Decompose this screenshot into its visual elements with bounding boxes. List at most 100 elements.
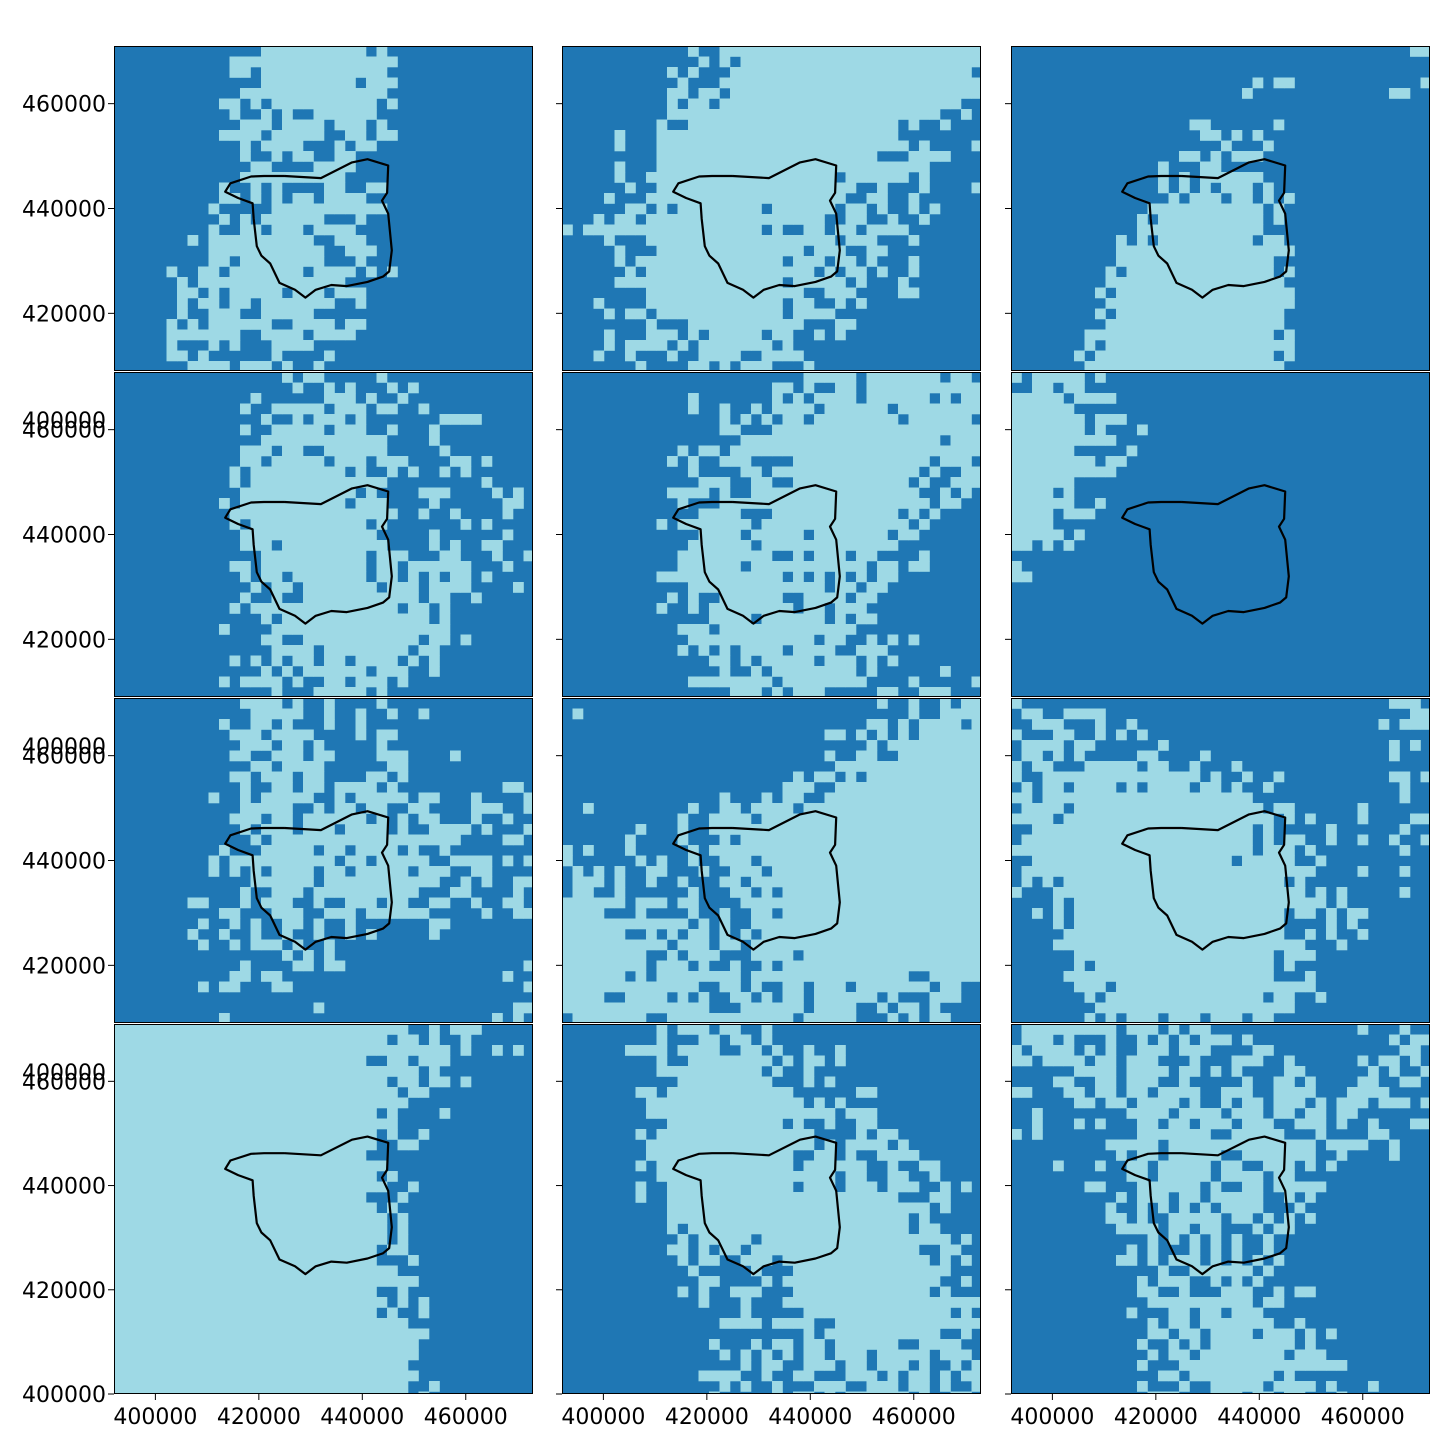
raster-cell-light <box>730 109 741 120</box>
raster-cell-light <box>908 151 920 162</box>
raster-cell-light <box>1305 981 1316 993</box>
raster-cell-light <box>583 876 594 888</box>
raster-cell-light <box>887 382 899 394</box>
raster-cell-light <box>625 214 636 225</box>
raster-cell-light <box>908 676 920 688</box>
raster-cell-light <box>397 1223 409 1235</box>
raster-cell-light <box>1021 750 1033 762</box>
raster-cell-light <box>1305 897 1316 909</box>
raster-cell-light <box>1420 719 1430 730</box>
raster-cell-light <box>1231 329 1243 341</box>
raster-cell-light <box>1168 824 1180 835</box>
raster-cell-light <box>667 182 678 194</box>
raster-cell-light <box>324 655 335 667</box>
raster-cell-light <box>1252 1013 1264 1023</box>
raster-cell-light <box>730 256 741 267</box>
district-boundary <box>1121 484 1290 625</box>
raster-cell-light <box>950 403 962 415</box>
raster-cell-light <box>866 372 878 383</box>
raster-cell-light <box>803 876 815 888</box>
raster-cell-light <box>418 855 430 867</box>
raster-cell-light <box>114 1150 125 1161</box>
raster-cell-light <box>1147 750 1159 762</box>
raster-cell-light <box>376 1160 388 1172</box>
raster-cell-light <box>772 897 783 909</box>
raster-cell-light <box>1084 950 1096 961</box>
raster-cell-light <box>1084 824 1096 835</box>
raster-cell-light <box>730 960 741 972</box>
raster-cell-light <box>1084 792 1096 804</box>
raster-cell-light <box>1137 235 1148 246</box>
raster-cell-light <box>824 561 836 572</box>
raster-cell-light <box>345 887 356 898</box>
raster-cell-light <box>1221 203 1232 215</box>
raster-cell-light <box>730 529 741 541</box>
raster-cell-light <box>292 845 304 856</box>
raster-cell-light <box>877 119 888 131</box>
raster-cell-light <box>366 834 377 846</box>
raster-cell-light <box>950 813 962 825</box>
raster-cell-light <box>1273 77 1285 89</box>
raster-cell-light <box>376 855 388 867</box>
raster-cell-light <box>282 266 293 278</box>
raster-cell-light <box>961 740 972 751</box>
raster-cell-light <box>250 445 262 457</box>
raster-cell-light <box>751 98 762 110</box>
raster-cell-light <box>1063 424 1075 436</box>
raster-cell-light <box>334 876 346 888</box>
raster-cell-light <box>1084 929 1096 940</box>
raster-cell-light <box>387 792 398 804</box>
raster-cell-light <box>397 1213 409 1224</box>
raster-cell-light <box>313 1002 325 1014</box>
raster-cell-light <box>355 287 367 299</box>
raster-cell-light <box>761 571 773 583</box>
raster-cell-light <box>845 866 857 877</box>
raster-cell-light <box>845 803 857 814</box>
raster-cell-light <box>877 56 888 68</box>
raster-cell-light <box>334 845 346 856</box>
raster-cell-light <box>698 676 710 688</box>
raster-cell-light <box>562 950 573 961</box>
raster-cell-light <box>1158 929 1169 940</box>
raster-cell-light <box>166 340 178 351</box>
raster-cell-light <box>324 1097 335 1109</box>
raster-cell-light <box>166 1192 178 1203</box>
raster-cell-light <box>887 876 899 888</box>
raster-cell-light <box>387 1202 398 1214</box>
raster-cell-light <box>292 792 304 804</box>
raster-cell-light <box>1242 329 1253 341</box>
raster-cell-light <box>583 887 594 898</box>
raster-cell-light <box>1200 329 1211 341</box>
raster-cell-light <box>845 109 857 120</box>
raster-cell-light <box>355 319 367 330</box>
raster-cell-light <box>145 1150 157 1161</box>
raster-cell-light <box>282 950 293 961</box>
raster-cell-light <box>313 592 325 604</box>
raster-cell-light <box>751 897 762 909</box>
raster-cell-light <box>740 298 752 309</box>
raster-cell-light <box>397 824 409 835</box>
raster-cell-light <box>1179 277 1190 288</box>
raster-cell-light <box>397 750 409 762</box>
raster-cell-light <box>793 77 804 89</box>
raster-cell-light <box>961 424 972 436</box>
raster-cell-light <box>919 687 930 697</box>
raster-cell-light <box>124 1108 136 1119</box>
raster-cell-light <box>282 456 293 467</box>
raster-cell-light <box>229 1108 241 1119</box>
raster-cell-light <box>908 845 920 856</box>
raster-cell-light <box>856 98 867 110</box>
raster-cell-light <box>271 1129 283 1140</box>
raster-cell-light <box>271 466 283 478</box>
raster-cell-light <box>814 519 825 530</box>
raster-cell-light <box>387 1171 398 1182</box>
raster-cell-light <box>313 550 325 562</box>
raster-cell-light <box>593 960 605 972</box>
raster-cell-light <box>271 803 283 814</box>
raster-cell-light <box>772 571 783 583</box>
raster-cell-light <box>1116 939 1127 951</box>
raster-cell-light <box>1221 834 1232 846</box>
raster-cell-light <box>940 876 951 888</box>
raster-cell-light <box>271 971 283 982</box>
raster-cell-light <box>1273 992 1285 1003</box>
